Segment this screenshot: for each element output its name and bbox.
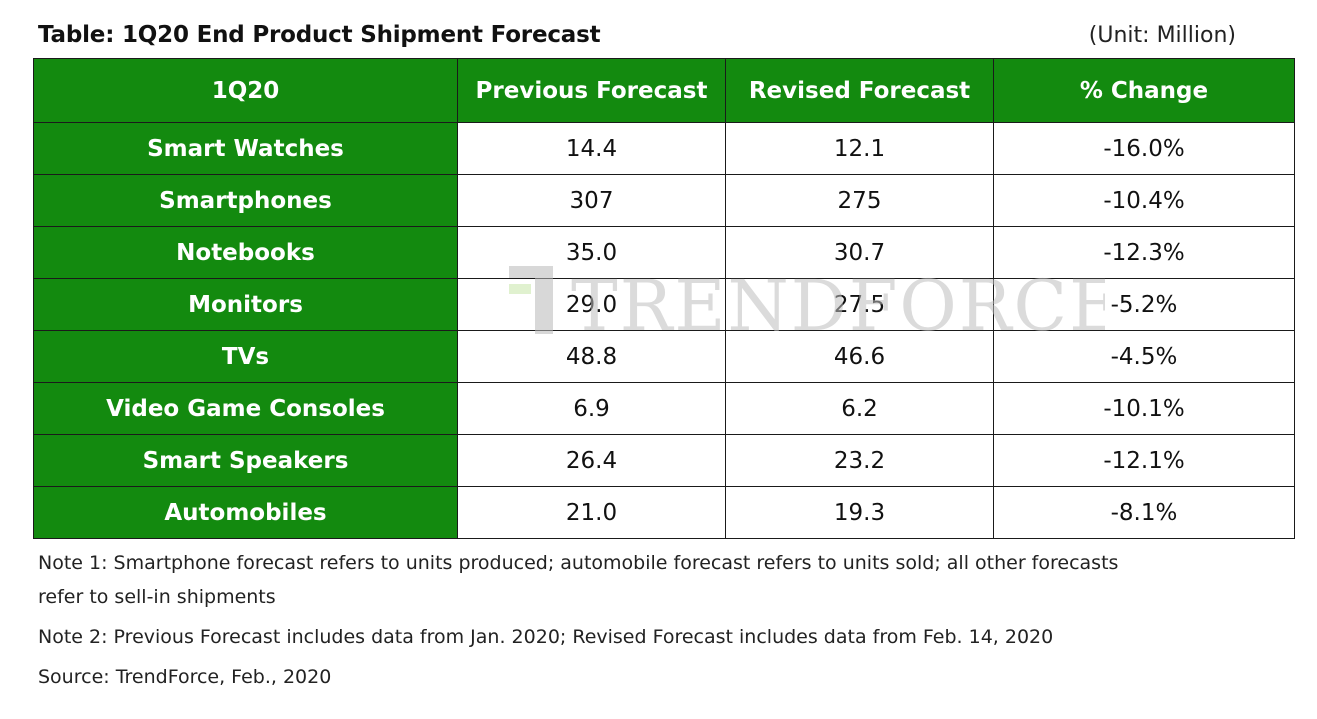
table-row: Notebooks 35.0 30.7 -12.3% (33, 226, 1295, 279)
note-2: Note 2: Previous Forecast includes data … (38, 626, 1054, 648)
row-label: Smartphones (33, 174, 458, 227)
previous-forecast-cell: 48.8 (457, 330, 726, 383)
note-1-line-2: refer to sell-in shipments (38, 586, 276, 608)
column-header: Previous Forecast (457, 58, 726, 123)
percent-change-cell: -4.5% (993, 330, 1295, 383)
percent-change-cell: -12.3% (993, 226, 1295, 279)
revised-forecast-cell: 12.1 (725, 122, 994, 175)
row-label: Smart Speakers (33, 434, 458, 487)
revised-forecast-cell: 30.7 (725, 226, 994, 279)
previous-forecast-cell: 14.4 (457, 122, 726, 175)
table-row: Automobiles 21.0 19.3 -8.1% (33, 486, 1295, 539)
revised-forecast-cell: 19.3 (725, 486, 994, 539)
column-header: % Change (993, 58, 1295, 123)
percent-change-cell: -16.0% (993, 122, 1295, 175)
percent-change-cell: -10.1% (993, 382, 1295, 435)
revised-forecast-cell: 6.2 (725, 382, 994, 435)
table-row: Smart Speakers 26.4 23.2 -12.1% (33, 434, 1295, 487)
forecast-table: 1Q20 Previous Forecast Revised Forecast … (33, 58, 1295, 539)
previous-forecast-cell: 21.0 (457, 486, 726, 539)
column-header: Revised Forecast (725, 58, 994, 123)
column-header: 1Q20 (33, 58, 458, 123)
row-label: Monitors (33, 278, 458, 331)
table-row: Monitors 29.0 27.5 -5.2% (33, 278, 1295, 331)
table-row: Smart Watches 14.4 12.1 -16.0% (33, 122, 1295, 175)
previous-forecast-cell: 6.9 (457, 382, 726, 435)
table-title-row: Table: 1Q20 End Product Shipment Forecas… (38, 22, 1294, 56)
unit-label: (Unit: Million) (1088, 23, 1236, 48)
percent-change-cell: -5.2% (993, 278, 1295, 331)
previous-forecast-cell: 26.4 (457, 434, 726, 487)
previous-forecast-cell: 35.0 (457, 226, 726, 279)
revised-forecast-cell: 46.6 (725, 330, 994, 383)
table-row: Video Game Consoles 6.9 6.2 -10.1% (33, 382, 1295, 435)
source-note: Source: TrendForce, Feb., 2020 (38, 666, 332, 688)
revised-forecast-cell: 23.2 (725, 434, 994, 487)
percent-change-cell: -12.1% (993, 434, 1295, 487)
previous-forecast-cell: 307 (457, 174, 726, 227)
revised-forecast-cell: 275 (725, 174, 994, 227)
percent-change-cell: -10.4% (993, 174, 1295, 227)
row-label: Automobiles (33, 486, 458, 539)
row-label: TVs (33, 330, 458, 383)
percent-change-cell: -8.1% (993, 486, 1295, 539)
row-label: Smart Watches (33, 122, 458, 175)
note-1-line-1: Note 1: Smartphone forecast refers to un… (38, 552, 1119, 574)
table-row: TVs 48.8 46.6 -4.5% (33, 330, 1295, 383)
revised-forecast-cell: 27.5 (725, 278, 994, 331)
previous-forecast-cell: 29.0 (457, 278, 726, 331)
table-title: Table: 1Q20 End Product Shipment Forecas… (38, 22, 601, 48)
table-notes: Note 1: Smartphone forecast refers to un… (38, 546, 1298, 694)
row-label: Notebooks (33, 226, 458, 279)
table-body: Smart Watches 14.4 12.1 -16.0% Smartphones 30… (33, 122, 1295, 539)
row-label: Video Game Consoles (33, 382, 458, 435)
header-row: 1Q20 Previous Forecast Revised Forecast … (33, 58, 1295, 123)
table-row: Smartphones 307 275 -10.4% (33, 174, 1295, 227)
